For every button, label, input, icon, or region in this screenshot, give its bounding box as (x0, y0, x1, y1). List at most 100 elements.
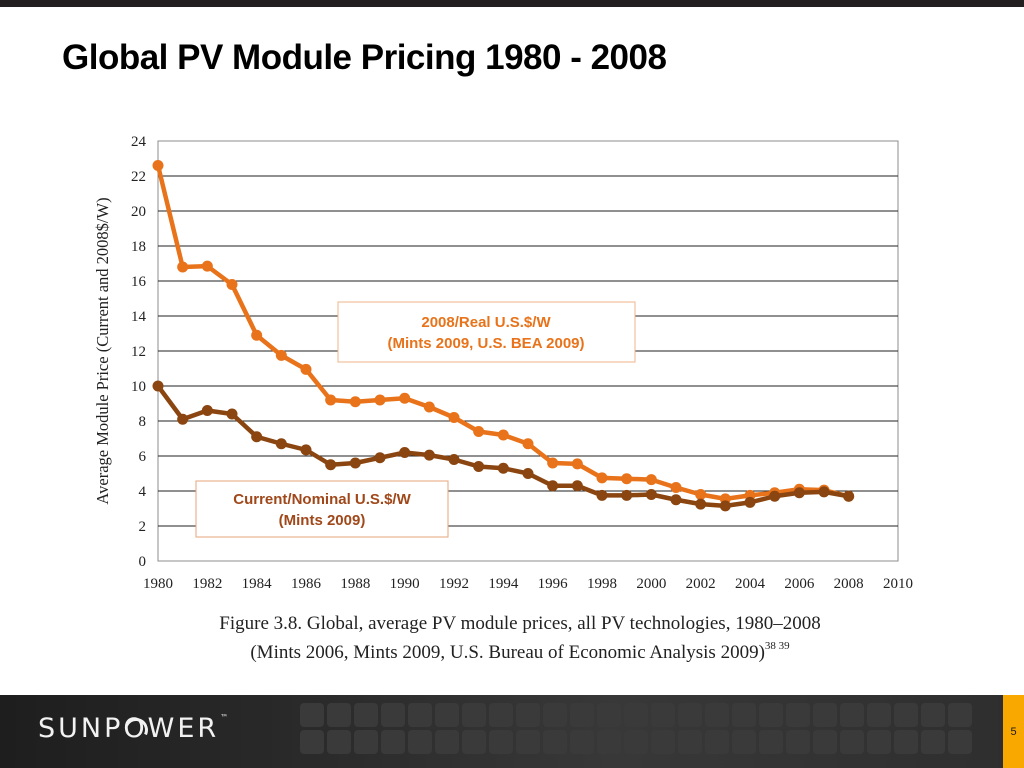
series-point-1 (423, 449, 435, 461)
footer-tile (759, 730, 783, 754)
footer-tile (840, 730, 864, 754)
footer-tile (597, 730, 621, 754)
series-point-1 (596, 489, 608, 501)
footer-tile (570, 730, 594, 754)
series-point-1 (349, 457, 361, 469)
series-point-0 (325, 394, 337, 406)
y-tick-label: 8 (139, 414, 147, 430)
x-tick-label: 2002 (686, 576, 716, 592)
series-point-0 (251, 329, 263, 341)
footer-tile (867, 703, 891, 727)
logo-trademark: ™ (220, 713, 229, 722)
series-point-1 (374, 452, 386, 464)
series-point-1 (719, 500, 731, 512)
series-point-1 (497, 462, 509, 474)
x-tick-label: 1996 (538, 576, 569, 592)
x-tick-label: 2006 (784, 576, 815, 592)
footer-tile (948, 703, 972, 727)
series-point-0 (571, 458, 583, 470)
footer-tile (300, 703, 324, 727)
logo-text-pre: SUNP (38, 713, 124, 744)
footer-pattern (300, 703, 972, 754)
footer-tile (381, 703, 405, 727)
footer-tile (408, 703, 432, 727)
x-tick-label: 1998 (587, 576, 617, 592)
annotation-real-line1: 2008/Real U.S.$/W (421, 314, 551, 331)
y-tick-label: 22 (131, 169, 146, 185)
footer-tile (813, 703, 837, 727)
series-point-1 (818, 486, 830, 498)
y-tick-label: 10 (131, 379, 146, 395)
footer-tile (624, 703, 648, 727)
page-number: 5 (1010, 725, 1017, 738)
series-point-1 (325, 459, 337, 471)
logo-o-icon: O (121, 713, 152, 746)
footer-tile (786, 703, 810, 727)
series-point-1 (201, 405, 213, 416)
footer-tile (840, 703, 864, 727)
series-point-1 (793, 487, 805, 499)
footer-tile (732, 703, 756, 727)
series-point-0 (399, 392, 411, 404)
series-point-1 (571, 480, 583, 492)
series-point-1 (621, 489, 633, 501)
footer-tile (435, 730, 459, 754)
footer-tile (894, 703, 918, 727)
series-point-0 (300, 363, 312, 375)
footer-tile (948, 730, 972, 754)
series-point-1 (399, 447, 411, 458)
footer-tile (705, 703, 729, 727)
series-point-1 (448, 454, 460, 465)
footer-tile (516, 730, 540, 754)
series-point-1 (226, 408, 238, 420)
x-tick-label: 2008 (834, 576, 864, 592)
footer-tile (921, 730, 945, 754)
series-point-0 (547, 457, 559, 469)
annotation-nominal: Current/Nominal U.S.$/W (Mints 2009) (195, 480, 449, 538)
series-point-0 (374, 394, 386, 406)
series-point-0 (522, 438, 534, 450)
footer-tile (327, 703, 351, 727)
series-layer (152, 160, 855, 512)
footer-tile (354, 730, 378, 754)
series-point-0 (497, 429, 509, 441)
footer-tile (786, 730, 810, 754)
series-point-0 (473, 426, 485, 437)
series-point-0 (621, 473, 633, 485)
series-point-1 (843, 490, 855, 502)
footer-tile (543, 703, 567, 727)
footer-tile (597, 703, 621, 727)
footer-tile (894, 730, 918, 754)
x-tick-label: 1982 (192, 576, 222, 592)
series-point-0 (423, 401, 435, 413)
x-tick-label: 1988 (340, 576, 370, 592)
y-tick-label: 16 (131, 274, 147, 290)
footer-tile (408, 730, 432, 754)
series-point-1 (645, 489, 657, 500)
y-tick-label: 24 (131, 134, 147, 150)
footer-tile (759, 703, 783, 727)
caption-refs: 38 39 (764, 640, 790, 652)
x-tick-label: 1986 (291, 576, 322, 592)
x-tick-label: 1984 (242, 576, 273, 592)
x-tick-label: 1990 (390, 576, 420, 592)
caption-line-2-text: (Mints 2006, Mints 2009, U.S. Bureau of … (250, 642, 765, 663)
x-tick-label: 2004 (735, 576, 766, 592)
footer-tile (516, 703, 540, 727)
figure-caption: Figure 3.8. Global, average PV module pr… (120, 612, 920, 664)
footer-tile (705, 730, 729, 754)
series-point-0 (596, 472, 608, 484)
y-tick-label: 12 (131, 344, 146, 360)
footer-tile (435, 703, 459, 727)
series-point-1 (769, 490, 781, 502)
series-point-1 (300, 444, 312, 456)
footer-tile (624, 730, 648, 754)
footer-tile (462, 703, 486, 727)
series-point-0 (670, 482, 682, 493)
series-point-0 (645, 474, 657, 486)
footer-tile (327, 730, 351, 754)
x-tick-label: 1980 (143, 576, 173, 592)
y-tick-label: 6 (139, 449, 147, 465)
series-point-1 (251, 431, 263, 443)
